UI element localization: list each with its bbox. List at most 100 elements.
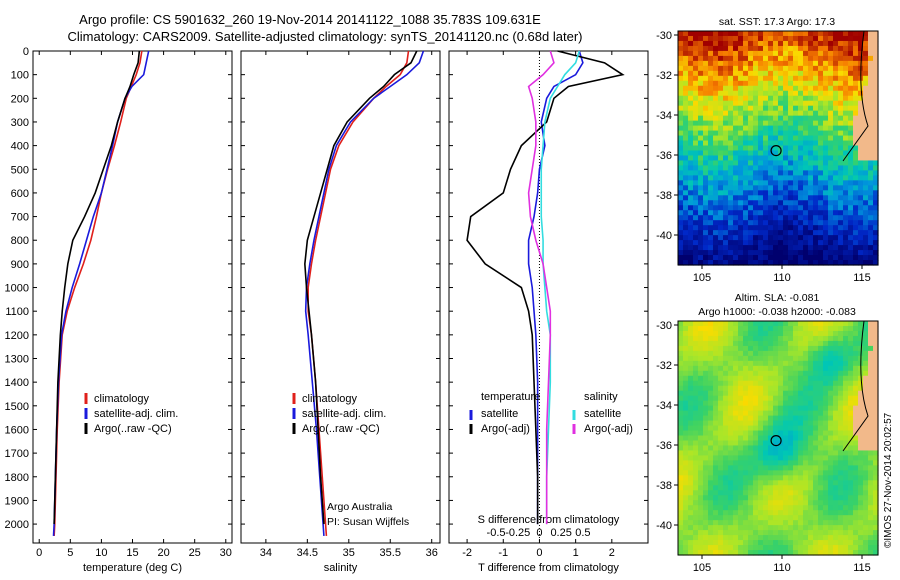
heatmap-cell [693,245,699,251]
heatmap-cell [743,405,749,412]
heatmap-cell [723,550,729,556]
heatmap-cell [713,200,719,206]
heatmap-cell [693,350,699,357]
heatmap-cell [798,170,804,176]
heatmap-cell [758,540,764,546]
heatmap-cell [838,345,844,352]
heatmap-cell [713,325,719,332]
heatmap-cell [748,155,754,162]
heatmap-cell [768,520,774,526]
heatmap-cell [833,31,839,37]
heatmap-cell [838,95,844,102]
heatmap-cell [683,155,689,162]
heatmap-cell [838,35,844,42]
heatmap-cell [788,335,794,342]
heatmap-cell [733,360,739,367]
heatmap-cell [828,395,834,402]
heatmap-cell [723,105,729,112]
heatmap-cell [808,90,814,97]
heatmap-cell [708,545,714,551]
heatmap-cell [763,235,769,241]
heatmap-cell [868,75,874,82]
heatmap-cell [778,190,784,196]
heatmap-cell [828,245,834,251]
heatmap-cell [688,200,694,206]
heatmap-cell [863,470,869,476]
heatmap-cell [753,525,759,531]
heatmap-cell [863,410,869,417]
heatmap-cell [743,455,749,462]
heatmap-cell [708,40,714,47]
heatmap-cell [758,220,764,226]
heatmap-cell [723,380,729,387]
heatmap-cell [738,485,744,491]
heatmap-cell [723,230,729,236]
heatmap-cell [783,240,789,246]
heatmap-cell [823,420,829,427]
heatmap-cell [833,500,839,506]
heatmap-cell [843,225,849,231]
heatmap-cell [758,430,764,437]
heatmap-cell [768,185,774,191]
heatmap-cell [783,200,789,206]
heatmap-cell [768,75,774,82]
heatmap-cell [808,80,814,87]
heatmap-cell [768,375,774,382]
heatmap-cell [813,350,819,357]
heatmap-cell [783,31,789,37]
heatmap-cell [723,55,729,62]
heatmap-cell [848,235,854,241]
heatmap-cell [788,510,794,516]
heatmap-cell [868,190,874,196]
heatmap-cell [688,355,694,362]
heatmap-cell [763,325,769,332]
heatmap-cell [768,85,774,92]
heatmap-cell [838,410,844,417]
heatmap-cell [763,135,769,142]
heatmap-cell [708,505,714,511]
heatmap-cell [868,210,874,216]
heatmap-cell [813,520,819,526]
heatmap-cell [863,500,869,506]
heatmap-cell [853,210,859,216]
x-tick-label: 20 [157,547,169,559]
heatmap-cell [823,515,829,521]
heatmap-cell [768,65,774,72]
heatmap-cell [793,405,799,412]
heatmap-cell [728,450,734,457]
heatmap-cell [748,185,754,191]
heatmap-cell [853,220,859,226]
heatmap-cell [713,335,719,342]
heatmap-cell [788,230,794,236]
heatmap-cell [733,470,739,476]
heatmap-cell [823,530,829,536]
heatmap-cell [748,460,754,466]
heatmap-cell [713,350,719,357]
heatmap-cell [708,75,714,82]
heatmap-cell [808,110,814,117]
heatmap-cell [753,425,759,432]
heatmap-cell [693,65,699,72]
heatmap-cell [748,405,754,412]
heatmap-cell [678,210,684,216]
heatmap-cell [848,110,854,117]
heatmap-cell [873,255,879,261]
heatmap-cell [768,335,774,342]
heatmap-cell [848,515,854,521]
heatmap-cell [778,380,784,387]
heatmap-cell [833,160,839,167]
heatmap-cell [838,540,844,546]
heatmap-cell [853,130,859,137]
heatmap-cell [803,450,809,457]
heatmap-cell [808,230,814,236]
heatmap-cell [768,245,774,251]
heatmap-cell [723,145,729,152]
heatmap-cell [713,475,719,481]
heatmap-cell [858,250,864,256]
heatmap-cell [778,490,784,496]
heatmap-cell [863,165,869,172]
heatmap-cell [723,545,729,551]
heatmap-cell [818,145,824,152]
heatmap-cell [788,80,794,87]
heatmap-cell [823,410,829,417]
